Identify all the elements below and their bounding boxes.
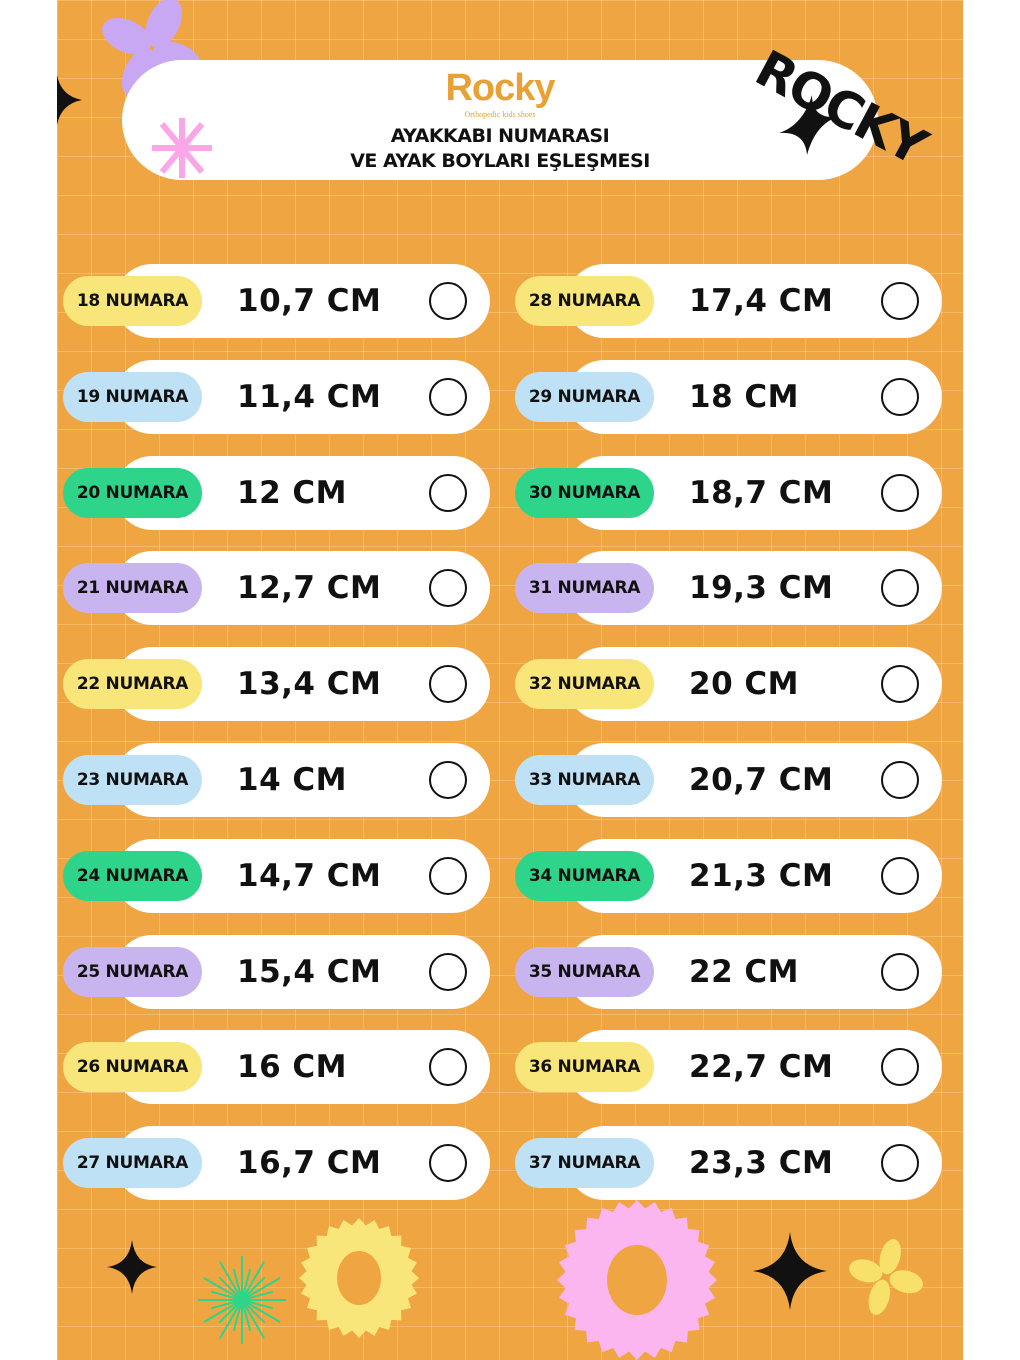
gear-hole — [337, 1251, 381, 1305]
select-circle-checkbox[interactable] — [881, 569, 919, 608]
foot-length: 15,4 CM — [237, 953, 382, 990]
foot-length: 16,7 CM — [237, 1145, 382, 1182]
shoe-size-badge: 28 NUMARA — [515, 276, 654, 326]
shoe-size-badge: 25 NUMARA — [63, 946, 202, 997]
foot-length: 14 CM — [237, 762, 348, 798]
shoe-size-badge: 29 NUMARA — [515, 371, 654, 422]
shoe-size-badge: 34 NUMARA — [515, 850, 654, 901]
foot-length: 18 CM — [689, 378, 800, 415]
shoe-size-badge: 30 NUMARA — [515, 467, 654, 518]
shoe-size-badge: 22 NUMARA — [63, 659, 202, 710]
select-circle-checkbox[interactable] — [881, 1144, 919, 1183]
foot-length: 10,7 CM — [237, 283, 382, 319]
foot-length: 14,7 CM — [237, 857, 382, 894]
select-circle-checkbox[interactable] — [429, 665, 467, 704]
foot-length: 20,7 CM — [689, 762, 834, 798]
header-banner: Rocky Orthopedic kids shoes AYAKKABI NUM… — [122, 60, 878, 180]
foot-length: 23,3 CM — [689, 1145, 834, 1182]
shoe-size-badge: 21 NUMARA — [63, 563, 202, 614]
yellow-flower-icon — [849, 1239, 923, 1315]
shoe-size-badge: 35 NUMARA — [515, 946, 654, 997]
select-circle-checkbox[interactable] — [429, 569, 467, 608]
foot-length: 19,3 CM — [689, 570, 834, 607]
shoe-size-badge: 23 NUMARA — [63, 755, 202, 805]
select-circle-checkbox[interactable] — [881, 377, 919, 416]
brand-tagline: Orthopedic kids shoes — [464, 110, 536, 119]
shoe-size-badge: 33 NUMARA — [515, 755, 654, 805]
select-circle-checkbox[interactable] — [881, 665, 919, 704]
burst-center — [234, 1292, 250, 1308]
sparkle-icon — [107, 1240, 157, 1294]
shoe-size-badge: 37 NUMARA — [515, 1138, 654, 1189]
pink-gear-ring-icon — [557, 1200, 717, 1360]
select-circle-checkbox[interactable] — [429, 856, 467, 895]
select-circle-checkbox[interactable] — [881, 761, 919, 799]
shoe-size-badge: 32 NUMARA — [515, 659, 654, 710]
page-title-line1: AYAKKABI NUMARASI — [390, 125, 610, 147]
shoe-size-badge: 20 NUMARA — [63, 467, 202, 518]
select-circle-checkbox[interactable] — [881, 856, 919, 895]
brand-logo: Rocky — [445, 67, 555, 109]
select-circle-checkbox[interactable] — [429, 761, 467, 799]
select-circle-checkbox[interactable] — [881, 952, 919, 991]
shoe-size-badge: 26 NUMARA — [63, 1042, 202, 1093]
shoe-size-badge: 24 NUMARA — [63, 850, 202, 901]
sparkle-icon — [57, 75, 82, 125]
select-circle-checkbox[interactable] — [429, 1144, 467, 1183]
foot-length: 20 CM — [689, 666, 800, 703]
foot-length: 11,4 CM — [237, 378, 382, 415]
shoe-size-badge: 27 NUMARA — [63, 1138, 202, 1189]
foot-length: 18,7 CM — [689, 474, 834, 511]
select-circle-checkbox[interactable] — [429, 377, 467, 416]
shoe-size-badge: 31 NUMARA — [515, 563, 654, 614]
foot-length: 21,3 CM — [689, 857, 834, 894]
select-circle-checkbox[interactable] — [429, 1048, 467, 1087]
shoe-size-badge: 36 NUMARA — [515, 1042, 654, 1093]
shoe-size-badge: 18 NUMARA — [63, 276, 202, 326]
foot-length: 16 CM — [237, 1049, 348, 1086]
shoe-size-badge: 19 NUMARA — [63, 371, 202, 422]
foot-length: 13,4 CM — [237, 666, 382, 703]
sparkle-icon — [753, 1232, 827, 1310]
select-circle-checkbox[interactable] — [881, 1048, 919, 1087]
select-circle-checkbox[interactable] — [881, 282, 919, 320]
select-circle-checkbox[interactable] — [429, 473, 467, 512]
foot-length: 22 CM — [689, 953, 800, 990]
yellow-gear-ring-icon — [299, 1218, 419, 1338]
select-circle-checkbox[interactable] — [429, 282, 467, 320]
select-circle-checkbox[interactable] — [881, 473, 919, 512]
select-circle-checkbox[interactable] — [429, 952, 467, 991]
green-burst-icon — [198, 1256, 286, 1344]
foot-length: 12,7 CM — [237, 570, 382, 607]
size-chart-poster: Rocky Orthopedic kids shoes AYAKKABI NUM… — [57, 0, 963, 1360]
sparkle-icon — [779, 95, 837, 155]
gear-hole — [607, 1245, 667, 1315]
page-title-line2: VE AYAK BOYLARI EŞLEŞMESI — [350, 150, 650, 172]
foot-length: 12 CM — [237, 474, 348, 511]
foot-length: 17,4 CM — [689, 283, 834, 319]
foot-length: 22,7 CM — [689, 1049, 834, 1086]
pink-asterisk-icon — [152, 118, 212, 178]
